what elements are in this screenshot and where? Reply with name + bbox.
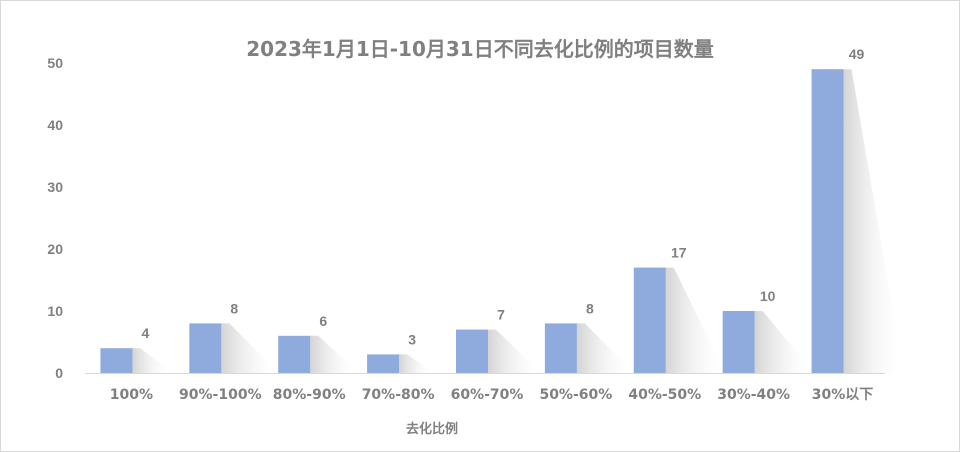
x-tick-label: 100% <box>110 387 153 403</box>
data-label: 10 <box>760 288 776 304</box>
x-tick-labels: 100% 90%-100% 80%-90% 70%-80% 60%-70% 50%-60%… <box>110 387 874 403</box>
data-label: 4 <box>142 325 150 341</box>
data-labels: 4 8 6 3 7 8 17 10 49 <box>142 46 865 347</box>
chart-title: 2023年1月1日-10月31日不同去化比例的项目数量 <box>246 37 714 61</box>
x-tick-label: 30%以下 <box>812 387 874 403</box>
data-label: 6 <box>319 313 327 329</box>
y-tick-label: 0 <box>55 365 63 381</box>
bar-shadow <box>310 335 360 373</box>
data-label: 3 <box>408 331 416 347</box>
bar <box>189 323 222 373</box>
y-tick-label: 40 <box>47 117 63 133</box>
y-tick-label: 50 <box>47 55 63 71</box>
data-label: 7 <box>497 307 505 323</box>
bar-shadow <box>665 267 726 373</box>
x-axis-label: 去化比例 <box>406 421 458 437</box>
y-tick-label: 20 <box>47 241 63 257</box>
bar <box>633 267 666 373</box>
y-tick-label: 30 <box>47 179 63 195</box>
bar <box>544 323 577 373</box>
data-label: 8 <box>586 300 594 316</box>
bar <box>100 348 133 373</box>
data-label: 8 <box>230 300 238 316</box>
x-tick-label: 90%-100% <box>179 387 262 403</box>
x-tick-label: 70%-80% <box>362 387 435 403</box>
x-tick-label: 40%-50% <box>628 387 701 403</box>
bar-shadow <box>221 323 280 373</box>
bar-shadow <box>754 311 815 373</box>
bar <box>811 69 844 373</box>
bar-shadow <box>576 323 635 373</box>
bar-group <box>100 69 844 373</box>
bar-shadow <box>399 354 435 373</box>
data-label: 49 <box>849 46 865 62</box>
x-tick-label: 80%-90% <box>273 387 346 403</box>
y-tick-label: 10 <box>47 303 63 319</box>
bar-shadow <box>132 348 173 373</box>
x-tick-label: 50%-60% <box>539 387 612 403</box>
y-tick-labels: 0 10 20 30 40 50 <box>47 55 63 381</box>
bar-shadow <box>843 69 904 373</box>
bar-shadows <box>132 69 904 373</box>
x-tick-label: 30%-40% <box>717 387 790 403</box>
bar-shadow <box>488 329 542 373</box>
bar <box>367 354 400 373</box>
bar <box>722 311 755 373</box>
bar <box>456 329 488 373</box>
x-tick-label: 60%-70% <box>451 387 524 403</box>
bar <box>278 335 311 373</box>
data-label: 17 <box>671 245 687 261</box>
